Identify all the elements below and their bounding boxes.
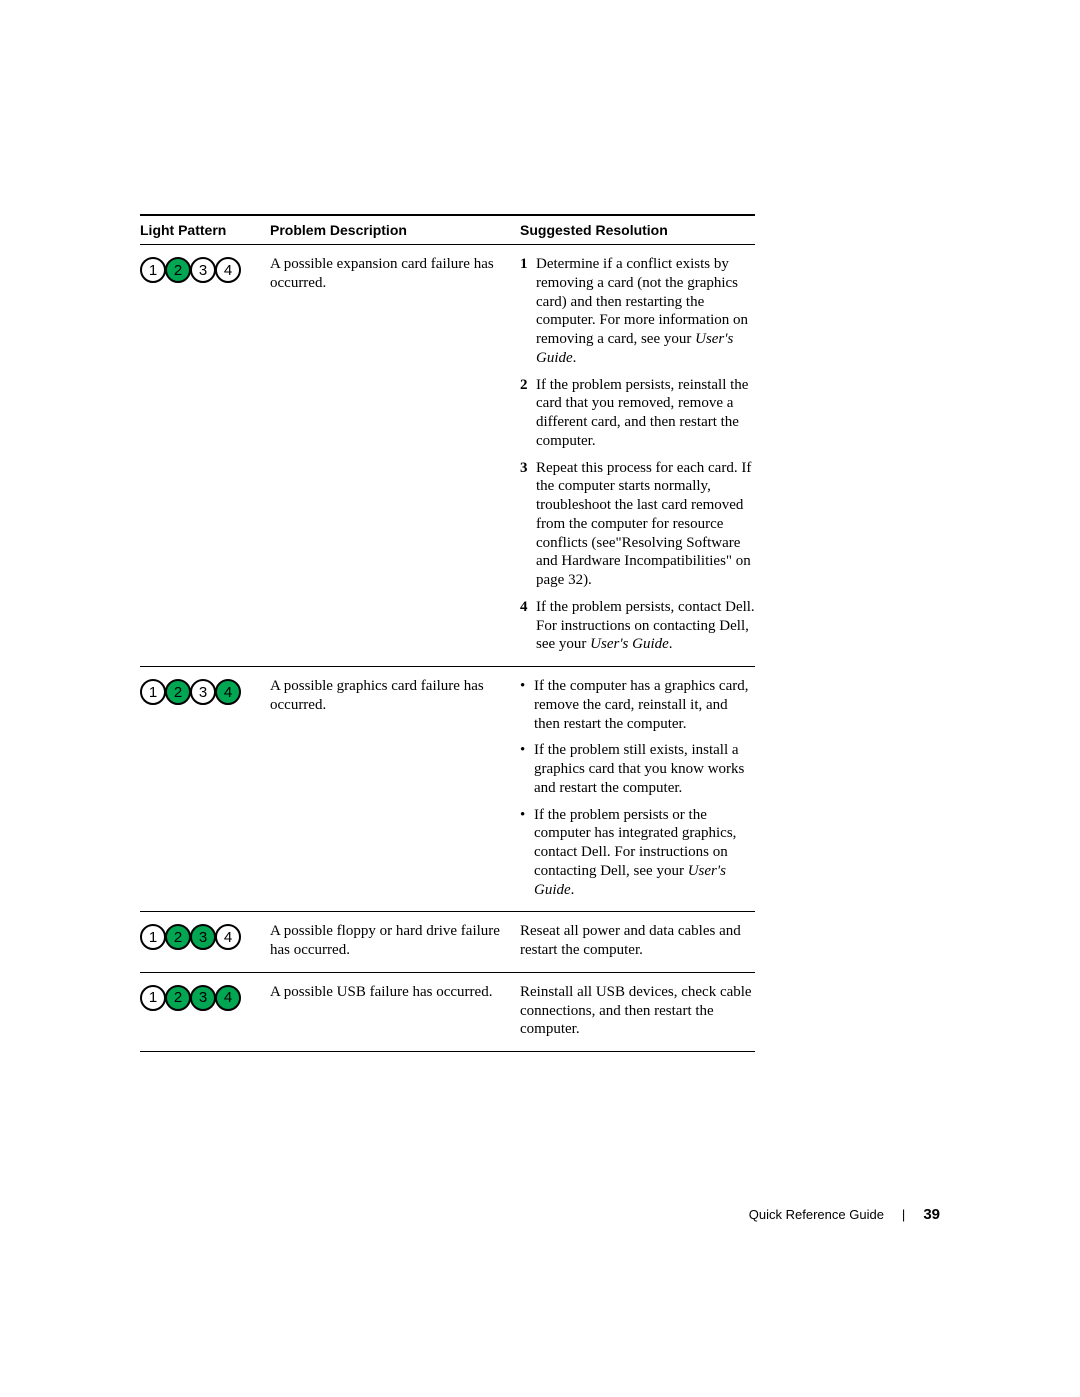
content-area: Light Pattern Problem Description Sugges… <box>140 214 755 1052</box>
light-pattern: 1234 <box>140 985 270 1011</box>
top-rule <box>140 214 755 216</box>
rows-container: 1234A possible expansion card failure ha… <box>140 245 755 1052</box>
page: Light Pattern Problem Description Sugges… <box>0 0 1080 1397</box>
light-pattern-cell: 1234 <box>140 255 270 283</box>
diagnostic-light-3: 3 <box>190 924 216 950</box>
suggested-resolution-cell: Reinstall all USB devices, check cable c… <box>520 983 755 1039</box>
diagnostic-light-3: 3 <box>190 679 216 705</box>
header-suggested-resolution: Suggested Resolution <box>520 222 755 238</box>
header-problem-description: Problem Description <box>270 222 520 238</box>
resolution-numbered-item: 2If the problem persists, reinstall the … <box>520 376 755 451</box>
problem-description-cell: A possible floppy or hard drive failure … <box>270 922 520 960</box>
table-header-row: Light Pattern Problem Description Sugges… <box>140 222 755 245</box>
diagnostic-light-2: 2 <box>165 985 191 1011</box>
diagnostic-light-3: 3 <box>190 985 216 1011</box>
table-row: 1234A possible USB failure has occurred.… <box>140 973 755 1052</box>
light-pattern: 1234 <box>140 257 270 283</box>
suggested-resolution-cell: 1Determine if a conflict exists by remov… <box>520 255 755 654</box>
italic-reference: User's Guide <box>534 863 726 898</box>
resolution-bullet-item: •If the problem persists or the computer… <box>520 806 755 900</box>
resolution-step-number: 4 <box>520 598 532 654</box>
light-pattern-cell: 1234 <box>140 922 270 950</box>
footer: Quick Reference Guide | 39 <box>749 1206 940 1223</box>
light-pattern: 1234 <box>140 679 270 705</box>
header-light-pattern: Light Pattern <box>140 222 270 238</box>
diagnostic-light-1: 1 <box>140 679 166 705</box>
resolution-step-text: If the problem persists, contact Dell. F… <box>536 598 755 654</box>
diagnostic-light-1: 1 <box>140 985 166 1011</box>
resolution-plain-text: Reseat all power and data cables and res… <box>520 922 755 960</box>
problem-description-cell: A possible USB failure has occurred. <box>270 983 520 1002</box>
diagnostic-light-1: 1 <box>140 924 166 950</box>
table-row: 1234A possible graphics card failure has… <box>140 667 755 912</box>
footer-separator: | <box>902 1207 905 1222</box>
diagnostic-light-4: 4 <box>215 985 241 1011</box>
resolution-step-number: 1 <box>520 255 532 368</box>
diagnostic-light-3: 3 <box>190 257 216 283</box>
resolution-step-number: 2 <box>520 376 532 451</box>
footer-page-number: 39 <box>923 1206 940 1223</box>
resolution-numbered-item: 3Repeat this process for each card. If t… <box>520 459 755 590</box>
bullet-icon: • <box>520 741 534 797</box>
table-row: 1234A possible expansion card failure ha… <box>140 245 755 667</box>
resolution-numbered-item: 4If the problem persists, contact Dell. … <box>520 598 755 654</box>
bullet-icon: • <box>520 677 534 733</box>
diagnostic-light-2: 2 <box>165 924 191 950</box>
resolution-plain-text: Reinstall all USB devices, check cable c… <box>520 983 755 1039</box>
resolution-bullet-text: If the computer has a graphics card, rem… <box>534 677 755 733</box>
footer-guide-name: Quick Reference Guide <box>749 1207 884 1222</box>
diagnostic-light-2: 2 <box>165 679 191 705</box>
resolution-step-text: If the problem persists, reinstall the c… <box>536 376 755 451</box>
italic-reference: User's Guide <box>536 331 733 366</box>
resolution-step-text: Determine if a conflict exists by removi… <box>536 255 755 368</box>
resolution-step-text: Repeat this process for each card. If th… <box>536 459 755 590</box>
light-pattern-cell: 1234 <box>140 677 270 705</box>
diagnostic-light-2: 2 <box>165 257 191 283</box>
resolution-step-number: 3 <box>520 459 532 590</box>
table-row: 1234A possible floppy or hard drive fail… <box>140 912 755 973</box>
suggested-resolution-cell: •If the computer has a graphics card, re… <box>520 677 755 899</box>
italic-reference: User's Guide <box>590 636 669 652</box>
problem-description-cell: A possible graphics card failure has occ… <box>270 677 520 715</box>
diagnostic-light-4: 4 <box>215 257 241 283</box>
resolution-bullet-text: If the problem still exists, install a g… <box>534 741 755 797</box>
resolution-bullet-item: •If the problem still exists, install a … <box>520 741 755 797</box>
resolution-bullet-item: •If the computer has a graphics card, re… <box>520 677 755 733</box>
light-pattern-cell: 1234 <box>140 983 270 1011</box>
bullet-icon: • <box>520 806 534 900</box>
diagnostic-light-1: 1 <box>140 257 166 283</box>
resolution-bullet-text: If the problem persists or the computer … <box>534 806 755 900</box>
diagnostic-light-4: 4 <box>215 679 241 705</box>
diagnostic-light-4: 4 <box>215 924 241 950</box>
problem-description-cell: A possible expansion card failure has oc… <box>270 255 520 293</box>
light-pattern: 1234 <box>140 924 270 950</box>
suggested-resolution-cell: Reseat all power and data cables and res… <box>520 922 755 960</box>
resolution-numbered-item: 1Determine if a conflict exists by remov… <box>520 255 755 368</box>
